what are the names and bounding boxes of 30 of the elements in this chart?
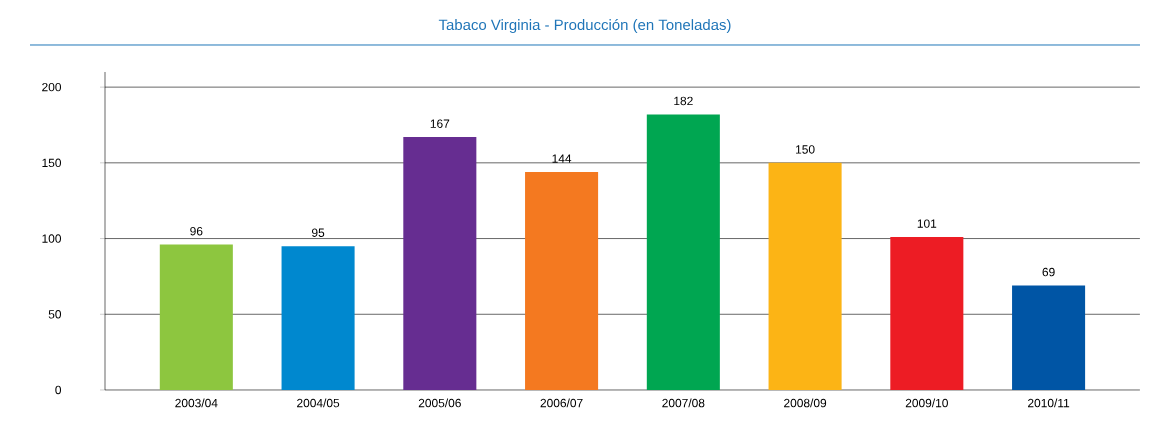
- data-label: 69: [1042, 267, 1055, 277]
- data-label: 150: [796, 145, 815, 154]
- y-tick-label: 200: [42, 82, 62, 92]
- data-label: 101: [917, 219, 937, 228]
- x-tick-label: 2010/11: [1028, 398, 1070, 408]
- bar: [1012, 285, 1086, 390]
- bar: [525, 171, 599, 390]
- x-tick-label: 2005/06: [418, 398, 461, 408]
- bar: [281, 246, 355, 390]
- x-tick-label: 2006/07: [540, 398, 583, 408]
- y-tick-label: 0: [55, 385, 62, 395]
- chart-title: Tabaco Virginia - Producción (en Toneladas): [438, 18, 731, 34]
- bar: [646, 114, 720, 390]
- x-tick-label: 2007/08: [662, 398, 705, 408]
- x-tick-label: 2008/09: [784, 398, 827, 408]
- data-label: 144: [552, 154, 572, 163]
- x-tick-label: 2004/05: [297, 398, 340, 408]
- x-tick-label: 2009/10: [905, 398, 948, 408]
- x-tick-label: 2003/04: [175, 398, 218, 408]
- bar: [890, 237, 964, 390]
- y-tick-label: 100: [42, 234, 62, 243]
- data-label: 167: [430, 119, 450, 128]
- data-label: 96: [190, 226, 203, 236]
- y-tick-label: 50: [48, 310, 62, 319]
- bar: [159, 244, 233, 390]
- data-label: 95: [311, 228, 325, 237]
- bar: [768, 162, 842, 390]
- bar: [403, 137, 477, 390]
- y-tick-label: 150: [42, 158, 62, 168]
- data-label: 182: [674, 96, 693, 106]
